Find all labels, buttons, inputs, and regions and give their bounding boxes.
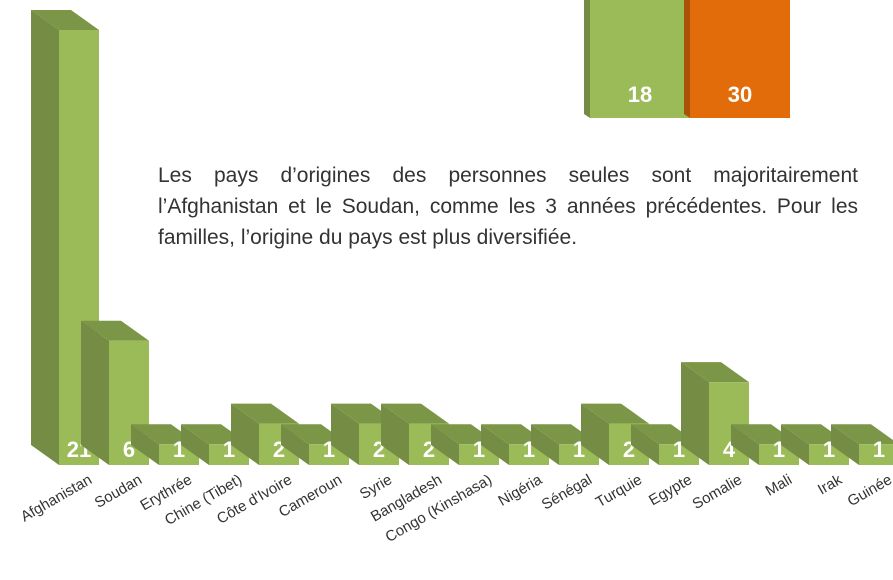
bar-side (731, 424, 759, 465)
bar-side (684, 0, 690, 118)
x-tick-label: Turquie (593, 471, 645, 511)
bar-side (584, 0, 590, 118)
value-label: 1 (873, 437, 885, 462)
bar-top (81, 320, 149, 341)
bar-side (681, 362, 709, 465)
bar (690, 0, 790, 118)
x-tick-label: Sénégal (539, 471, 595, 513)
bar-side (831, 424, 859, 465)
bar-top (581, 403, 649, 424)
bar-side (281, 424, 309, 465)
bar-side (131, 424, 159, 465)
bar-side (31, 10, 59, 465)
x-tick-label: Somalie (690, 471, 745, 513)
bar-side (331, 403, 359, 465)
value-label: 30 (728, 82, 752, 107)
bar-top (381, 403, 449, 424)
bar-side (231, 403, 259, 465)
bar-top (831, 424, 893, 445)
bar-side (531, 424, 559, 465)
bar-top (31, 10, 99, 30)
x-tick-label: Guinée (845, 471, 893, 510)
bar-side (181, 424, 209, 465)
x-tick-label: Afghanistan (18, 471, 95, 525)
bar-side (381, 403, 409, 465)
bar-side (431, 424, 459, 465)
x-tick-label: Egypte (646, 471, 695, 509)
x-tick-label: Nigéria (495, 471, 545, 510)
bar-side (631, 424, 659, 465)
value-label: 18 (628, 82, 652, 107)
bar-side (481, 424, 509, 465)
bar-side (81, 320, 109, 465)
bar (590, 0, 690, 118)
bar (859, 444, 893, 465)
bar-top (231, 403, 299, 424)
description: Les pays d’origines des personnes seules… (158, 164, 858, 249)
x-tick-label: Soudan (92, 471, 145, 512)
bar-side (781, 424, 809, 465)
x-tick-label: Irak (815, 471, 846, 498)
bar-side (581, 403, 609, 465)
x-tick-label: Mali (763, 471, 795, 499)
bar-top (681, 362, 749, 383)
